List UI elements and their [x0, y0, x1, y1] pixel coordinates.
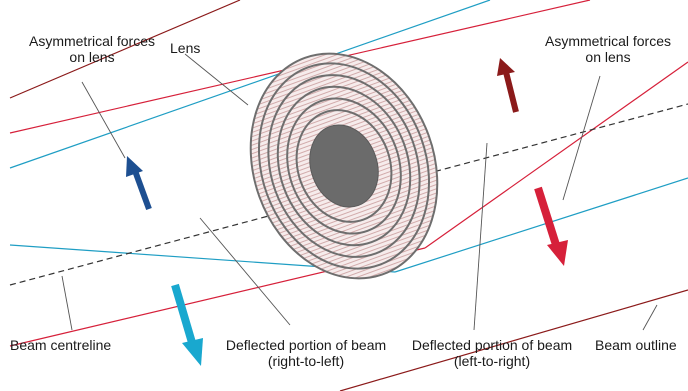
label-beam-centreline-text: Beam centreline	[10, 337, 112, 353]
arrow-cyan-down	[171, 283, 203, 366]
label-beam-outline-text: Beam outline	[595, 337, 677, 353]
label-deflected-rtl-line2: (right-to-left)	[267, 353, 345, 369]
arrow-blue-up	[126, 156, 152, 211]
label-forces-left-line2: on lens	[69, 49, 115, 65]
leader-lines	[61, 53, 658, 331]
force-arrows	[126, 58, 568, 366]
label-deflected-rtl-line1: Deflected portion of beam	[225, 337, 387, 353]
label-deflected-ltr-line2: (left-to-right)	[453, 353, 531, 369]
leader-forces-right	[562, 75, 601, 201]
arrow-red-down	[534, 186, 568, 266]
leader-deflected-rtl	[199, 217, 291, 326]
label-forces-right: Asymmetrical forces on lens	[538, 33, 678, 65]
beam-lines	[9, 0, 688, 391]
beam-outline-dark-red-upper	[9, 0, 241, 99]
arrow-dark-red-up	[497, 58, 519, 113]
label-deflected-ltr: Deflected portion of beam (left-to-right…	[402, 337, 582, 369]
label-forces-left: Asymmetrical forces on lens	[22, 33, 162, 65]
beam-outline-cyan-upper	[9, 0, 491, 169]
label-deflected-rtl: Deflected portion of beam (right-to-left…	[216, 337, 396, 369]
label-beam-outline: Beam outline	[595, 337, 677, 353]
label-forces-left-line1: Asymmetrical forces	[28, 33, 156, 49]
beam-outline-cyan-right	[394, 177, 688, 273]
label-lens-text: Lens	[170, 40, 201, 56]
leader-beam-centreline	[61, 275, 73, 331]
leader-lens	[184, 53, 249, 106]
leader-deflected-ltr	[473, 142, 488, 331]
beam-outline-dark-red-lower	[339, 289, 688, 391]
label-deflected-ltr-line1: Deflected portion of beam	[411, 337, 573, 353]
label-beam-centreline: Beam centreline	[10, 337, 111, 353]
lens	[249, 52, 439, 280]
lens-core	[309, 124, 379, 208]
beam-outline-red-right	[424, 61, 688, 249]
leader-beam-outline	[642, 304, 658, 331]
label-lens: Lens	[170, 40, 200, 56]
label-forces-right-line2: on lens	[585, 49, 631, 65]
leader-forces-left	[81, 81, 126, 159]
label-forces-right-line1: Asymmetrical forces	[544, 33, 672, 49]
